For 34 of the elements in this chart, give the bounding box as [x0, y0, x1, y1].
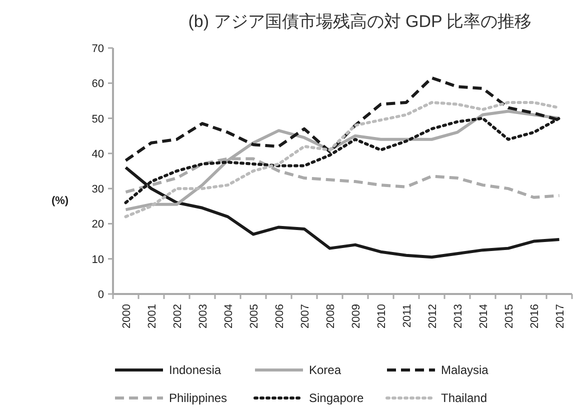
- x-tick-label: 2016: [528, 304, 541, 328]
- x-tick-label: 2002: [172, 304, 184, 328]
- y-tick-label: 10: [92, 254, 104, 266]
- x-tick-label: 2003: [197, 304, 210, 328]
- legend-label: Thailand: [441, 391, 488, 405]
- x-tick-label: 2017: [554, 304, 566, 328]
- y-tick-label: 30: [92, 184, 104, 196]
- y-tick-label: 40: [92, 148, 104, 160]
- legend-label: Malaysia: [441, 363, 489, 377]
- y-tick-label: 0: [98, 289, 104, 301]
- x-tick-label: 2014: [478, 304, 490, 328]
- x-tick-label: 2004: [222, 304, 235, 328]
- x-tick-label: 2000: [120, 304, 133, 328]
- y-tick-label: 60: [92, 78, 104, 90]
- x-tick-label: 2007: [299, 304, 312, 328]
- y-tick-label: 50: [92, 113, 104, 126]
- chart-title: (b) アジア国債市場残高の対 GDP 比率の推移: [188, 12, 532, 31]
- legend-label: Singapore: [309, 391, 364, 405]
- x-tick-label: 2011: [401, 304, 414, 328]
- legend-label: Korea: [309, 363, 342, 377]
- x-tick-label: 2013: [452, 304, 464, 328]
- x-tick-label: 2001: [146, 304, 158, 328]
- x-tick-label: 2015: [503, 304, 516, 328]
- x-tick-label: 2005: [248, 304, 260, 328]
- x-tick-label: 2008: [324, 304, 337, 328]
- legend-label: Philippines: [169, 391, 228, 405]
- y-tick-label: 70: [92, 43, 104, 55]
- x-tick-label: 2010: [376, 304, 388, 328]
- y-axis-title: (%): [51, 195, 69, 207]
- legend-label: Indonesia: [169, 363, 222, 377]
- x-tick-label: 2009: [350, 304, 362, 328]
- x-tick-label: 2006: [274, 304, 286, 328]
- y-tick-label: 20: [92, 218, 104, 231]
- x-tick-label: 2012: [426, 304, 439, 328]
